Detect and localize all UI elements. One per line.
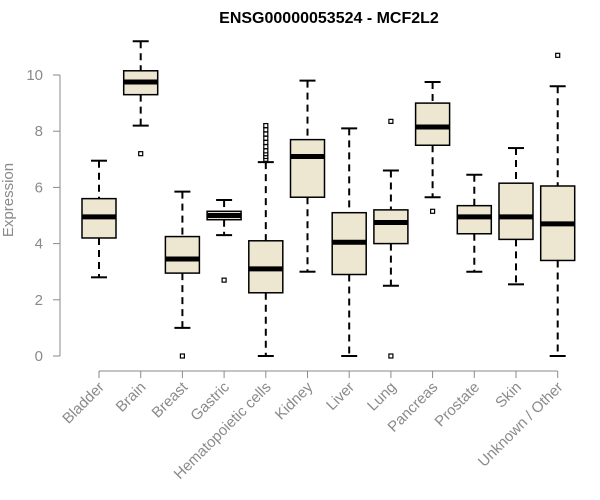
box-prostate bbox=[456, 173, 493, 273]
box-body bbox=[289, 138, 326, 198]
box-skin bbox=[498, 147, 534, 286]
y-tick-label: 0 bbox=[35, 348, 43, 365]
box-body bbox=[414, 102, 451, 146]
outlier-point bbox=[263, 122, 269, 129]
box-bladder bbox=[81, 159, 117, 279]
x-tick-label: Liver bbox=[323, 379, 358, 414]
outlier-point bbox=[388, 118, 394, 124]
box-body bbox=[498, 182, 534, 241]
box-unknown-other bbox=[539, 52, 576, 357]
chart-title: ENSG00000053524 - MCF2L2 bbox=[219, 10, 439, 27]
outlier-point bbox=[263, 148, 269, 154]
outlier-point bbox=[263, 135, 269, 141]
box-hematopoietic-cells bbox=[248, 122, 284, 357]
y-tick-label: 10 bbox=[26, 67, 43, 84]
x-tick-label: Kidney bbox=[272, 378, 317, 423]
outlier-point bbox=[263, 127, 269, 133]
outlier-point bbox=[138, 151, 144, 157]
outlier-point bbox=[555, 52, 561, 58]
box-pancreas bbox=[414, 81, 451, 214]
box-brain bbox=[122, 40, 159, 157]
box-gastric bbox=[206, 199, 242, 283]
outlier-point bbox=[263, 139, 269, 146]
y-axis-title: Expression bbox=[0, 163, 17, 237]
outlier-point bbox=[263, 144, 269, 150]
outlier-point bbox=[430, 208, 436, 214]
box-kidney bbox=[289, 79, 326, 273]
x-tick-label: Breast bbox=[149, 378, 192, 421]
box-liver bbox=[331, 127, 367, 357]
box-body bbox=[373, 209, 409, 245]
box-body bbox=[164, 235, 201, 274]
x-tick-label: Brain bbox=[113, 379, 150, 416]
y-tick-label: 4 bbox=[35, 236, 43, 253]
y-tick-label: 6 bbox=[35, 179, 43, 196]
box-lung bbox=[373, 118, 409, 359]
box-breast bbox=[164, 190, 201, 359]
x-tick-label: Skin bbox=[492, 379, 525, 412]
outlier-point bbox=[388, 353, 394, 359]
box-series bbox=[81, 40, 576, 359]
outlier-point bbox=[221, 277, 227, 283]
outlier-point bbox=[179, 353, 185, 359]
x-tick-label: Prostate bbox=[432, 379, 484, 431]
outlier-point bbox=[263, 131, 269, 137]
x-tick-label: Bladder bbox=[59, 379, 108, 428]
box-body bbox=[456, 204, 493, 235]
y-tick-label: 8 bbox=[35, 123, 43, 140]
x-tick-label: Lung bbox=[364, 379, 400, 415]
y-tick-label: 2 bbox=[35, 292, 43, 309]
y-axis: 0 2 4 6 8 10 bbox=[26, 67, 61, 365]
